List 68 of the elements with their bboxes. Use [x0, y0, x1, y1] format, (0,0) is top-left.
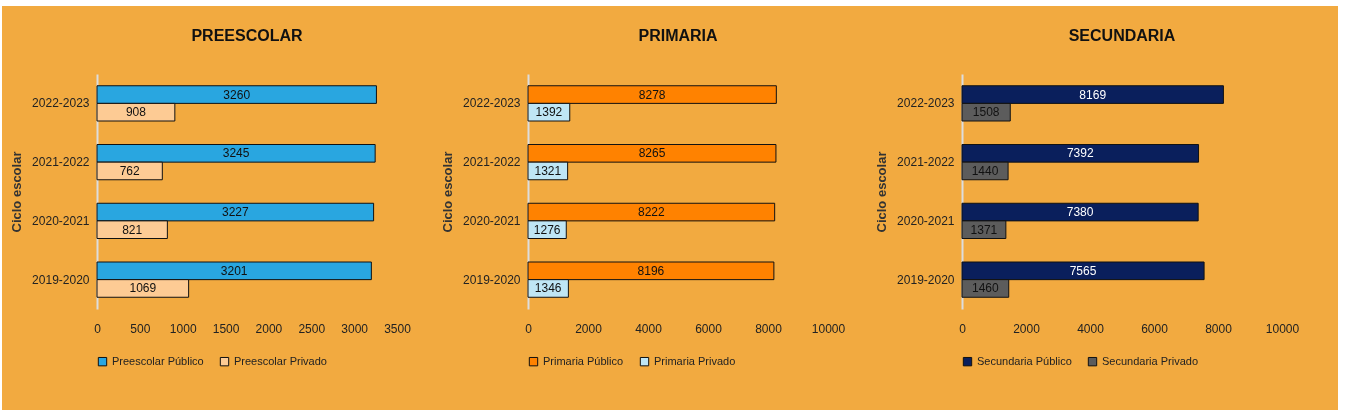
y-tick-label: 2020-2021 — [32, 213, 90, 228]
y-tick-label: 2019-2020 — [897, 272, 955, 287]
x-tick-label: 0 — [525, 321, 533, 336]
y-axis-title: Ciclo escolar — [440, 151, 456, 233]
data-label: 1371 — [970, 222, 998, 237]
legend-label: Primaria Público — [543, 354, 624, 367]
data-label: 7565 — [1069, 263, 1097, 278]
data-label: 1460 — [972, 281, 1000, 296]
data-label: 8222 — [637, 205, 665, 220]
data-label: 908 — [125, 105, 147, 120]
y-axis-title: Ciclo escolar — [9, 151, 25, 233]
y-tick-label: 2022-2023 — [463, 96, 521, 111]
x-tick-label: 8000 — [755, 321, 783, 336]
x-tick-label: 3000 — [341, 321, 369, 336]
x-tick-label: 500 — [130, 321, 151, 336]
legend-label: Secundaria Público — [977, 354, 1072, 367]
x-tick-label: 2500 — [298, 321, 326, 336]
y-tick-label: 2022-2023 — [897, 96, 955, 111]
data-label: 3201 — [220, 263, 248, 278]
x-tick-label: 0 — [94, 321, 102, 336]
data-label: 3245 — [222, 146, 250, 161]
y-tick-label: 2021-2022 — [32, 155, 90, 170]
x-tick-label: 10000 — [811, 321, 846, 336]
chart-title: PRIMARIA — [638, 27, 718, 44]
legend-label: Preescolar Público — [112, 354, 204, 367]
y-tick-label: 2019-2020 — [463, 272, 521, 287]
data-label: 1321 — [534, 163, 562, 178]
x-tick-label: 1500 — [212, 321, 240, 336]
data-label: 8169 — [1079, 87, 1107, 102]
legend-label: Primaria Privado — [654, 354, 736, 367]
x-tick-label: 2000 — [1013, 321, 1041, 336]
data-label: 762 — [119, 163, 140, 178]
data-label: 1346 — [534, 281, 562, 296]
y-axis-title: Ciclo escolar — [874, 151, 890, 233]
x-tick-label: 4000 — [1077, 321, 1105, 336]
legend-label: Secundaria Privado — [1102, 354, 1199, 367]
y-tick-label: 2019-2020 — [32, 272, 90, 287]
y-tick-label: 2020-2021 — [897, 213, 955, 228]
x-tick-label: 4000 — [635, 321, 663, 336]
x-tick-label: 2000 — [575, 321, 603, 336]
y-tick-label: 2021-2022 — [463, 155, 521, 170]
data-label: 7392 — [1066, 146, 1094, 161]
chart-title: PREESCOLAR — [191, 27, 304, 44]
data-label: 3227 — [221, 205, 249, 220]
data-label: 1392 — [535, 105, 563, 120]
data-label: 8196 — [637, 263, 665, 278]
data-label: 1440 — [971, 163, 999, 178]
data-label: 1508 — [972, 105, 1000, 120]
chart-title: SECUNDARIA — [1068, 27, 1176, 44]
x-tick-label: 10000 — [1265, 321, 1300, 336]
x-tick-label: 1000 — [169, 321, 197, 336]
y-tick-label: 2020-2021 — [463, 213, 521, 228]
data-label: 8265 — [638, 146, 666, 161]
data-label: 1276 — [533, 222, 561, 237]
data-label: 1069 — [129, 281, 157, 296]
x-tick-label: 6000 — [695, 321, 723, 336]
x-tick-label: 6000 — [1141, 321, 1169, 336]
y-tick-label: 2021-2022 — [897, 155, 955, 170]
x-tick-label: 0 — [959, 321, 967, 336]
x-tick-label: 8000 — [1205, 321, 1233, 336]
data-label: 3260 — [223, 87, 251, 102]
data-label: 8278 — [638, 87, 666, 102]
y-tick-label: 2022-2023 — [32, 96, 90, 111]
x-tick-label: 2000 — [255, 321, 283, 336]
data-label: 821 — [122, 222, 143, 237]
x-tick-label: 3500 — [384, 321, 412, 336]
data-label: 7380 — [1066, 205, 1094, 220]
legend-label: Preescolar Privado — [234, 354, 327, 367]
